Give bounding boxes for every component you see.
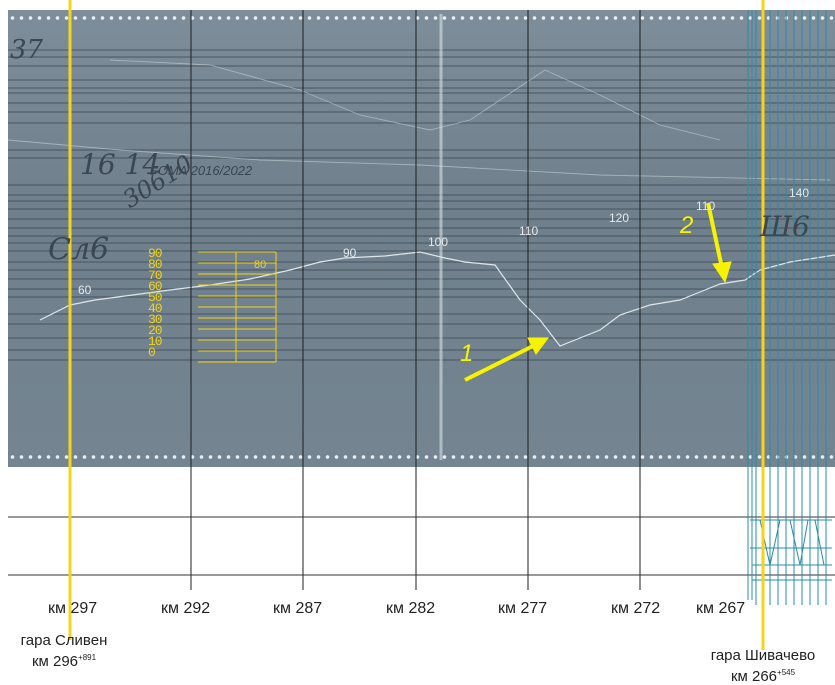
gauge-reading: 80 <box>254 259 267 271</box>
handwritten-note-right: Ш6 <box>760 210 810 243</box>
handwritten-number-a: 16 14 <box>80 148 161 181</box>
gauge-value: 60 <box>148 279 163 294</box>
speed-gauge-scale: 90 80 70 60 50 40 30 20 10 0 80 <box>148 247 278 365</box>
gauge-ladder <box>198 251 277 363</box>
km-label: км 277 <box>498 600 548 617</box>
gauge-value: 40 <box>148 301 163 316</box>
gauge-value: 70 <box>148 268 163 283</box>
film-perforation-top <box>8 12 835 24</box>
film-perforation-bottom <box>8 451 835 463</box>
arrow-1-head <box>527 337 549 355</box>
km-label: км 267 <box>696 600 746 617</box>
gauge-value: 30 <box>148 312 163 327</box>
station-name: гара Сливен <box>20 632 108 649</box>
film-secondary-traces <box>7 59 831 181</box>
speed-trace <box>39 251 835 347</box>
gauge-value: 0 <box>148 345 156 360</box>
annotation-arrows <box>464 202 732 382</box>
speed-label: 90 <box>343 246 357 260</box>
km-label: км 287 <box>273 600 323 617</box>
gauge-value: 20 <box>148 323 163 338</box>
station-track-lines <box>747 10 832 605</box>
speed-label: 140 <box>789 186 810 200</box>
gauge-value: 80 <box>148 257 163 272</box>
km-label: км 292 <box>161 600 211 617</box>
km-grid-lines <box>190 10 641 590</box>
km-label: км 272 <box>611 600 661 617</box>
arrow-1 <box>464 343 536 382</box>
gauge-value: 50 <box>148 290 163 305</box>
arrow-2 <box>706 202 724 269</box>
marker-label-1: 1 <box>460 340 474 367</box>
gauge-value: 90 <box>148 246 163 261</box>
lower-grid-rows <box>8 516 835 576</box>
recorder-film-strip <box>8 10 835 467</box>
handwritten-note-left: Сл6 <box>48 232 110 267</box>
handwritten-number-top-left: 37 <box>10 35 44 65</box>
station-km: км 296+891 <box>31 653 97 670</box>
speed-label: 100 <box>428 235 449 249</box>
station-km: км 266+545 <box>730 668 796 685</box>
km-label: км 282 <box>386 600 436 617</box>
speed-label: 110 <box>696 199 716 213</box>
marker-label-2: 2 <box>680 212 694 239</box>
speed-label: 120 <box>609 211 630 225</box>
film-brand-label: FOMA 2016/2022 <box>150 163 253 178</box>
station-name: гара Шивачево <box>710 647 816 664</box>
station-label-sliven: гара Сливен км 296+891 <box>8 632 120 670</box>
film-ruled-lines <box>8 49 835 361</box>
km-label: км 297 <box>48 600 98 617</box>
speed-label: 110 <box>519 224 539 238</box>
speed-label: 60 <box>78 283 92 297</box>
station-label-shivachevo: гара Шивачево км 266+545 <box>694 647 832 685</box>
gauge-value: 10 <box>148 334 163 349</box>
arrow-2-head <box>712 261 732 284</box>
